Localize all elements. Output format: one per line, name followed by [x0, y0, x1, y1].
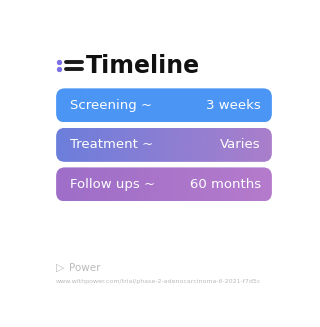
Text: Varies: Varies: [220, 138, 261, 151]
FancyBboxPatch shape: [56, 88, 272, 122]
FancyBboxPatch shape: [56, 128, 272, 162]
Text: 3 weeks: 3 weeks: [206, 99, 261, 112]
Text: www.withpower.com/trial/phase-2-adenocarcinoma-6-2021-f7d5c: www.withpower.com/trial/phase-2-adenocar…: [56, 279, 261, 284]
Text: Power: Power: [68, 263, 100, 273]
Text: Timeline: Timeline: [86, 54, 200, 78]
Text: ▷: ▷: [56, 263, 65, 273]
Text: Screening ~: Screening ~: [70, 99, 152, 112]
FancyBboxPatch shape: [56, 167, 272, 201]
Text: Follow ups ~: Follow ups ~: [70, 178, 155, 191]
Text: 60 months: 60 months: [189, 178, 261, 191]
Text: Treatment ~: Treatment ~: [70, 138, 153, 151]
